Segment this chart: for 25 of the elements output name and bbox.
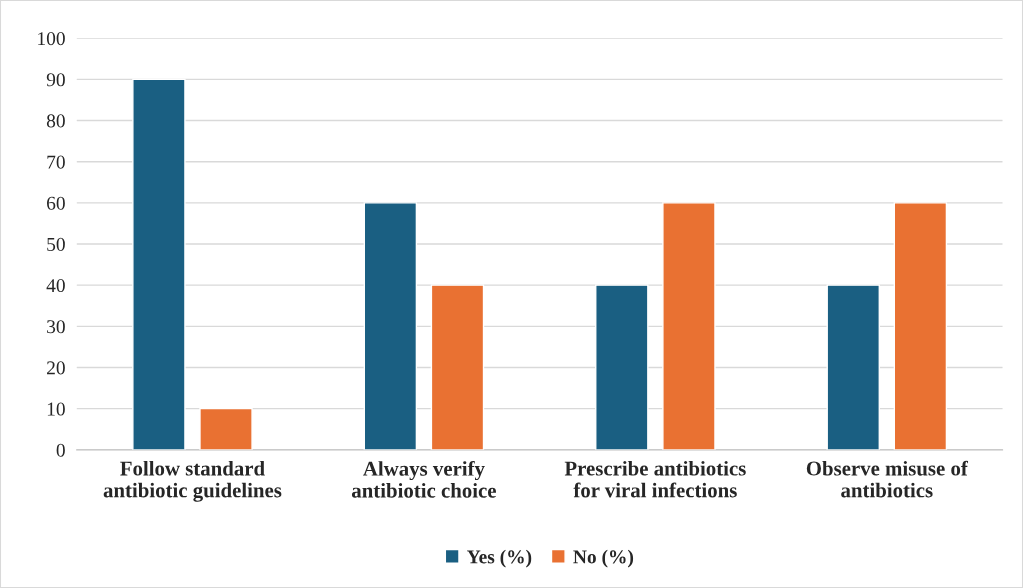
y-tick-label: 70 — [47, 155, 65, 169]
bar — [199, 407, 253, 450]
y-tick-label: 60 — [47, 196, 65, 210]
y-tick-label: 20 — [47, 361, 65, 375]
x-tick-label: Always verify antibiotic choice — [351, 460, 496, 498]
y-tick-label: 40 — [46, 279, 65, 293]
bar — [826, 284, 880, 450]
y-tick-label: 100 — [38, 32, 65, 46]
bar — [430, 284, 485, 450]
x-tick-label: Follow standard antibiotic guidelines — [103, 460, 282, 502]
y-tick-label: 80 — [46, 114, 65, 128]
bar — [132, 78, 186, 450]
y-tick-label: 10 — [47, 402, 65, 416]
y-tick-label: 50 — [47, 237, 65, 251]
x-tick-label: Prescribe antibiotics for viral infections — [564, 460, 746, 498]
y-tick-label: 30 — [47, 320, 65, 334]
legend-label: Yes (%) — [467, 549, 532, 568]
bar — [662, 202, 716, 450]
bar — [893, 202, 948, 450]
bar — [595, 284, 649, 450]
x-tick-label: Observe misuse of antibiotics — [806, 460, 969, 498]
y-tick-label: 0 — [56, 443, 65, 457]
legend-label: No (%) — [573, 549, 634, 568]
y-tick-label: 90 — [46, 73, 65, 87]
bar — [363, 202, 418, 450]
